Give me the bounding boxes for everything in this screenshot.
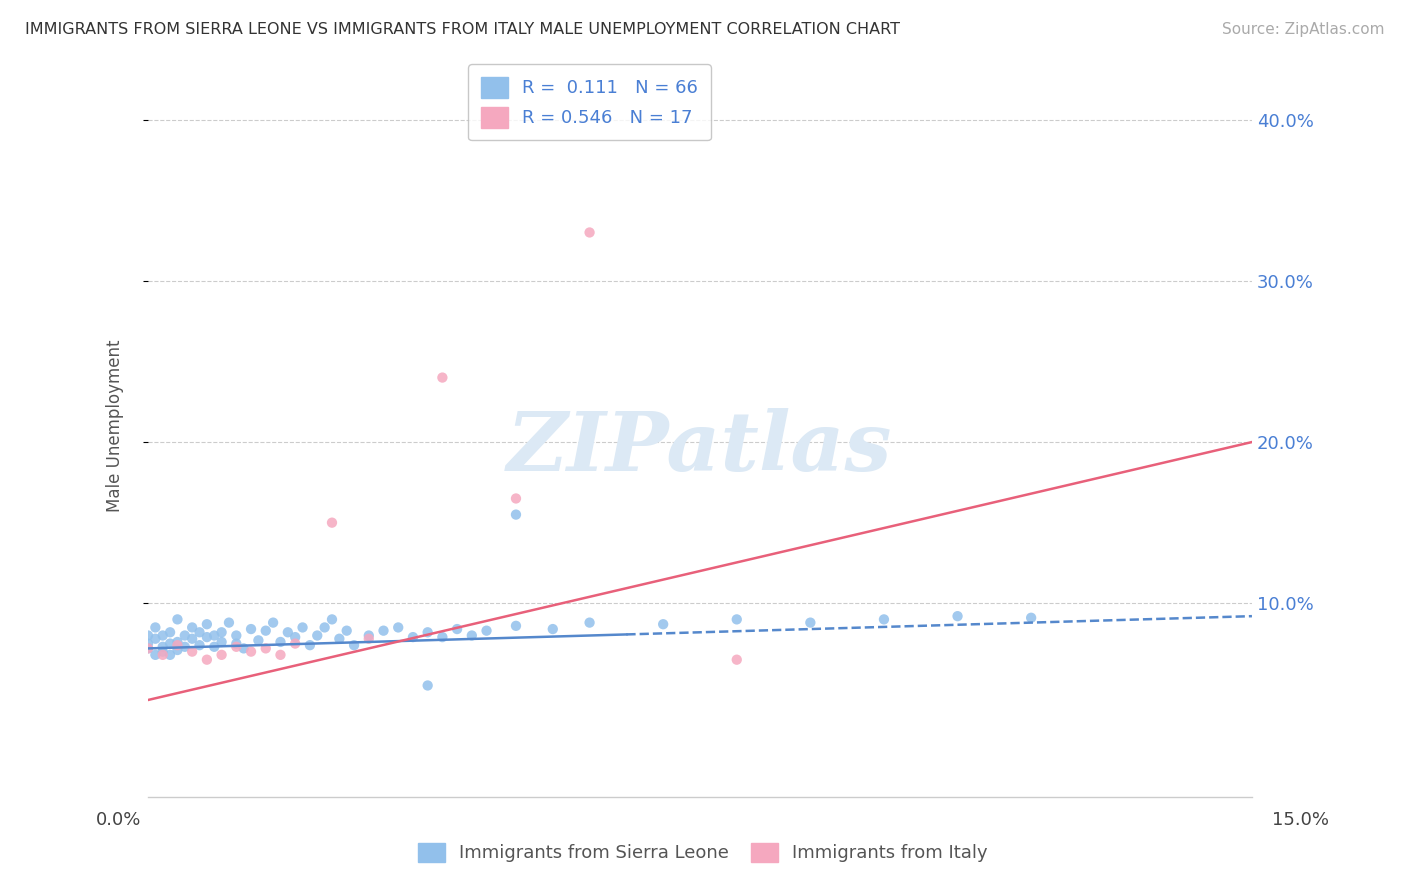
Point (328, 632, 350, 646)
Point (1019, 611, 1042, 625)
Point (195, 653, 218, 667)
Point (195, 630, 218, 644)
Point (269, 648, 291, 662)
Point (225, 636, 247, 650)
Point (232, 641, 254, 656)
Text: 0.0%: 0.0% (96, 811, 141, 829)
Legend: Immigrants from Sierra Leone, Immigrants from Italy: Immigrants from Sierra Leone, Immigrants… (411, 836, 995, 870)
Point (446, 622, 468, 636)
Point (143, 632, 166, 646)
Point (505, 491, 527, 506)
Point (291, 620, 314, 634)
Text: Source: ZipAtlas.com: Source: ZipAtlas.com (1222, 22, 1385, 37)
Point (166, 635, 188, 649)
Point (152, 628, 174, 642)
Point (432, 630, 454, 644)
Point (505, 619, 527, 633)
Point (159, 648, 181, 662)
Point (136, 641, 159, 656)
Point (432, 370, 454, 384)
Point (357, 632, 380, 646)
Point (269, 635, 291, 649)
Point (225, 640, 247, 654)
Point (336, 624, 359, 638)
Point (578, 615, 600, 630)
Point (166, 643, 188, 657)
Point (578, 226, 600, 240)
Point (321, 612, 343, 626)
Point (166, 638, 188, 652)
Point (505, 508, 527, 522)
Point (188, 625, 211, 640)
Point (254, 624, 277, 638)
Point (225, 628, 247, 642)
Point (152, 648, 174, 662)
Point (298, 638, 321, 652)
Point (799, 615, 821, 630)
Point (159, 625, 181, 640)
Point (240, 645, 263, 659)
Point (181, 620, 204, 634)
Point (387, 620, 409, 634)
Point (152, 640, 174, 654)
Point (343, 638, 366, 652)
Point (247, 633, 270, 648)
Point (195, 617, 218, 632)
Point (181, 645, 204, 659)
Point (373, 624, 395, 638)
Point (254, 641, 277, 656)
Point (240, 622, 263, 636)
Point (461, 628, 484, 642)
Point (202, 628, 225, 642)
Point (307, 628, 329, 642)
Point (211, 625, 233, 640)
Text: IMMIGRANTS FROM SIERRA LEONE VS IMMIGRANTS FROM ITALY MALE UNEMPLOYMENT CORRELAT: IMMIGRANTS FROM SIERRA LEONE VS IMMIGRAN… (25, 22, 900, 37)
Point (321, 516, 343, 530)
Y-axis label: Male Unemployment: Male Unemployment (107, 340, 124, 512)
Point (262, 615, 284, 630)
Point (173, 628, 195, 642)
Point (284, 636, 307, 650)
Point (357, 628, 380, 642)
Point (314, 620, 336, 634)
Point (725, 653, 748, 667)
Legend: R =  0.111   N = 66, R = 0.546   N = 17: R = 0.111 N = 66, R = 0.546 N = 17 (468, 64, 711, 140)
Point (475, 624, 498, 638)
Point (188, 638, 211, 652)
Text: ZIPatlas: ZIPatlas (508, 409, 893, 488)
Point (173, 640, 195, 654)
Point (136, 641, 159, 656)
Point (166, 612, 188, 626)
Point (284, 630, 307, 644)
Point (873, 612, 896, 626)
Point (211, 635, 233, 649)
Point (416, 678, 439, 692)
Point (541, 622, 564, 636)
Point (202, 640, 225, 654)
Point (416, 625, 439, 640)
Point (211, 648, 233, 662)
Point (725, 612, 748, 626)
Point (277, 625, 299, 640)
Point (946, 609, 969, 624)
Point (159, 636, 181, 650)
Point (143, 620, 166, 634)
Point (652, 617, 675, 632)
Point (218, 615, 240, 630)
Point (181, 632, 204, 646)
Point (152, 645, 174, 659)
Point (402, 630, 425, 644)
Point (143, 648, 166, 662)
Point (136, 628, 159, 642)
Point (136, 636, 159, 650)
Text: 15.0%: 15.0% (1271, 811, 1329, 829)
